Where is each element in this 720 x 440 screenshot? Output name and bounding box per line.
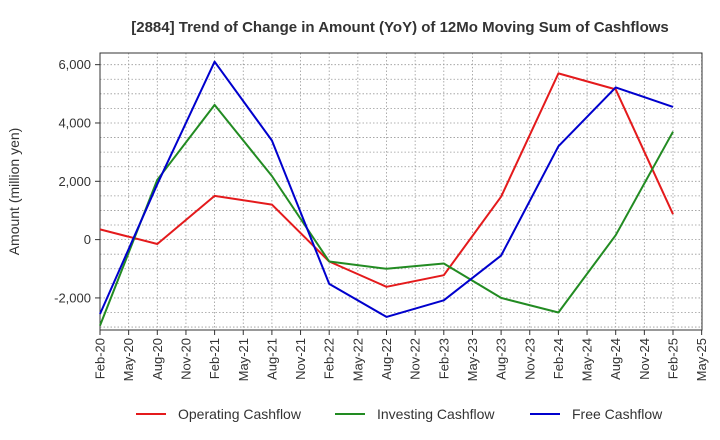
series-line-operating-cashflow xyxy=(99,72,674,288)
x-tick-label: Feb-21 xyxy=(207,338,222,379)
y-axis-ticks: -2,000 0 2,000 4,000 6,000 xyxy=(54,57,100,305)
series-line-free-cashflow xyxy=(99,60,674,318)
x-tick-label: May-21 xyxy=(236,338,251,381)
legend-label-operating-cashflow: Operating Cashflow xyxy=(178,406,302,422)
x-tick-label: May-25 xyxy=(694,338,709,381)
legend-label-free-cashflow: Free Cashflow xyxy=(572,406,663,422)
y-tick-label: 6,000 xyxy=(58,57,91,72)
x-tick-label: May-22 xyxy=(350,338,365,381)
y-tick-label: 4,000 xyxy=(58,115,91,130)
x-tick-label: Feb-23 xyxy=(436,338,451,379)
chart-title: [2884] Trend of Change in Amount (YoY) o… xyxy=(131,19,669,36)
legend-label-investing-cashflow: Investing Cashflow xyxy=(377,406,495,422)
x-tick-label: Nov-21 xyxy=(293,338,308,380)
x-tick-label: Aug-24 xyxy=(608,338,623,380)
x-axis-ticks: Feb-20 May-20 Aug-20 Nov-20 Feb-21 May-21 Aug-… xyxy=(93,330,709,381)
x-tick-label: Aug-23 xyxy=(494,338,509,380)
x-tick-label: Feb-24 xyxy=(551,338,566,379)
x-tick-label: May-23 xyxy=(465,338,480,381)
y-tick-label: 0 xyxy=(84,232,91,247)
x-tick-label: Nov-20 xyxy=(178,338,193,380)
x-tick-label: Nov-22 xyxy=(408,338,423,380)
x-tick-label: Aug-20 xyxy=(150,338,165,380)
legend: Operating Cashflow Investing Cashflow Free… xyxy=(136,406,663,422)
x-tick-label: May-24 xyxy=(580,338,595,381)
x-tick-label: Nov-23 xyxy=(522,338,537,380)
y-tick-label: -2,000 xyxy=(54,290,91,305)
y-axis-label: Amount (million yen) xyxy=(6,128,22,256)
x-tick-label: Aug-21 xyxy=(264,338,279,380)
x-tick-label: Nov-24 xyxy=(637,338,652,380)
plot-frame xyxy=(99,52,703,331)
y-tick-label: 2,000 xyxy=(58,174,91,189)
x-tick-label: Feb-25 xyxy=(666,338,681,379)
series-lines xyxy=(99,60,674,326)
x-tick-label: Feb-22 xyxy=(322,338,337,379)
x-tick-label: Aug-22 xyxy=(379,338,394,380)
x-tick-label: Feb-20 xyxy=(93,338,108,379)
x-tick-label: May-20 xyxy=(121,338,136,381)
series-line-investing-cashflow xyxy=(99,103,674,326)
